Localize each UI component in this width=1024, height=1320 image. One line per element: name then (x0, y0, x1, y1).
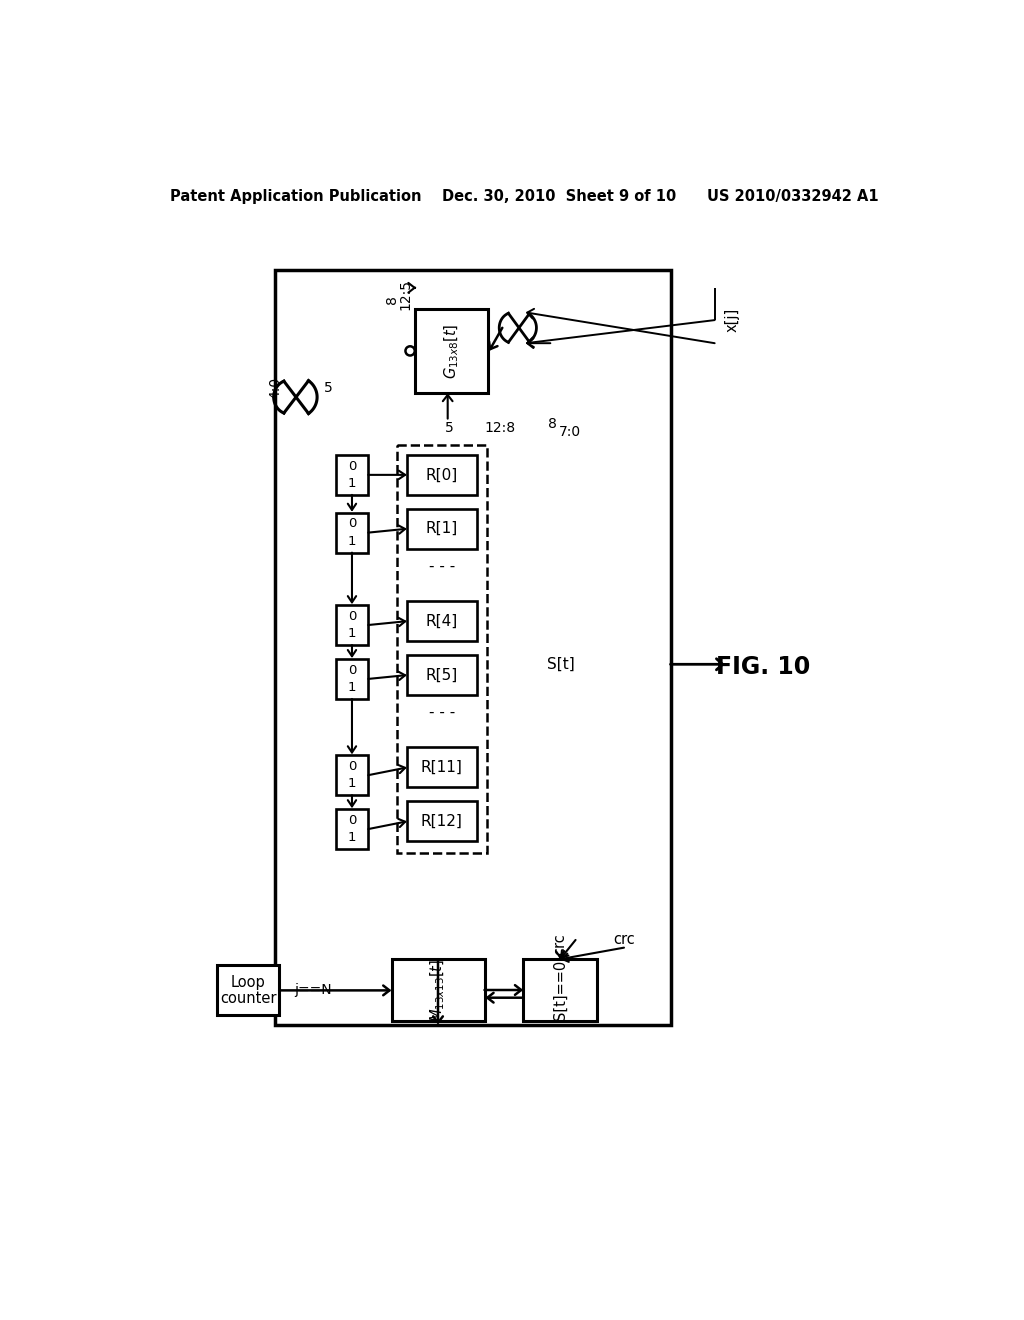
Text: FIG. 10: FIG. 10 (717, 655, 811, 678)
Text: R[12]: R[12] (421, 814, 463, 829)
Text: crc: crc (613, 932, 635, 948)
Text: 1: 1 (348, 681, 356, 694)
Text: 8: 8 (548, 417, 557, 432)
Text: R[1]: R[1] (426, 521, 458, 536)
Text: R[0]: R[0] (426, 467, 458, 482)
Text: 12:5: 12:5 (398, 280, 413, 310)
FancyBboxPatch shape (407, 747, 477, 788)
Text: S[t]==0: S[t]==0 (553, 960, 567, 1020)
Text: j==N: j==N (295, 983, 332, 998)
FancyBboxPatch shape (336, 605, 369, 645)
Text: 7:0: 7:0 (559, 425, 581, 438)
FancyBboxPatch shape (336, 512, 369, 553)
Text: 1: 1 (348, 627, 356, 640)
Text: 1: 1 (348, 477, 356, 490)
Text: 0: 0 (348, 664, 356, 677)
FancyBboxPatch shape (336, 809, 369, 849)
Text: 0: 0 (348, 517, 356, 531)
Text: 1: 1 (348, 832, 356, 845)
Text: 0: 0 (348, 760, 356, 774)
FancyBboxPatch shape (407, 508, 477, 549)
FancyBboxPatch shape (336, 755, 369, 795)
Text: R[4]: R[4] (426, 614, 458, 628)
FancyBboxPatch shape (336, 455, 369, 495)
Text: crc: crc (553, 933, 567, 954)
Text: 0: 0 (348, 610, 356, 623)
FancyBboxPatch shape (407, 601, 477, 642)
Text: 0: 0 (348, 813, 356, 826)
Text: R[11]: R[11] (421, 760, 463, 775)
Text: x[j]: x[j] (725, 308, 739, 333)
Text: $G_{13x8}[t]$: $G_{13x8}[t]$ (442, 323, 461, 379)
Text: - - -: - - - (429, 558, 455, 574)
FancyBboxPatch shape (407, 655, 477, 696)
Text: 5: 5 (445, 421, 454, 434)
FancyBboxPatch shape (407, 801, 477, 841)
FancyBboxPatch shape (407, 455, 477, 495)
Text: 4:0: 4:0 (268, 376, 283, 399)
Text: 8: 8 (385, 294, 399, 304)
Text: 1: 1 (348, 777, 356, 791)
Text: S[t]: S[t] (547, 657, 574, 672)
Text: $M_{13x13}[t]$: $M_{13x13}[t]$ (429, 958, 447, 1022)
FancyBboxPatch shape (397, 445, 486, 853)
Text: - - -: - - - (429, 705, 455, 721)
Text: R[5]: R[5] (426, 668, 458, 682)
FancyBboxPatch shape (415, 309, 488, 393)
FancyBboxPatch shape (336, 659, 369, 700)
FancyBboxPatch shape (523, 960, 597, 1020)
FancyBboxPatch shape (275, 271, 671, 1024)
Text: Loop: Loop (230, 975, 265, 990)
FancyBboxPatch shape (217, 965, 280, 1015)
Text: 1: 1 (348, 535, 356, 548)
Text: counter: counter (220, 990, 276, 1006)
Text: Patent Application Publication    Dec. 30, 2010  Sheet 9 of 10      US 2010/0332: Patent Application Publication Dec. 30, … (170, 189, 880, 205)
Text: 12:8: 12:8 (484, 421, 515, 434)
FancyBboxPatch shape (391, 960, 484, 1020)
Text: 5: 5 (324, 381, 333, 395)
Text: 0: 0 (348, 459, 356, 473)
